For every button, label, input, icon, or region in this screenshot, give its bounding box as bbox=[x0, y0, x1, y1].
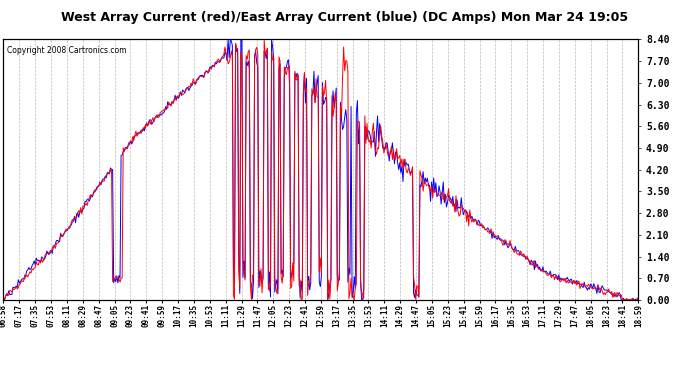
Text: Copyright 2008 Cartronics.com: Copyright 2008 Cartronics.com bbox=[7, 46, 126, 55]
Text: West Array Current (red)/East Array Current (blue) (DC Amps) Mon Mar 24 19:05: West Array Current (red)/East Array Curr… bbox=[61, 11, 629, 24]
